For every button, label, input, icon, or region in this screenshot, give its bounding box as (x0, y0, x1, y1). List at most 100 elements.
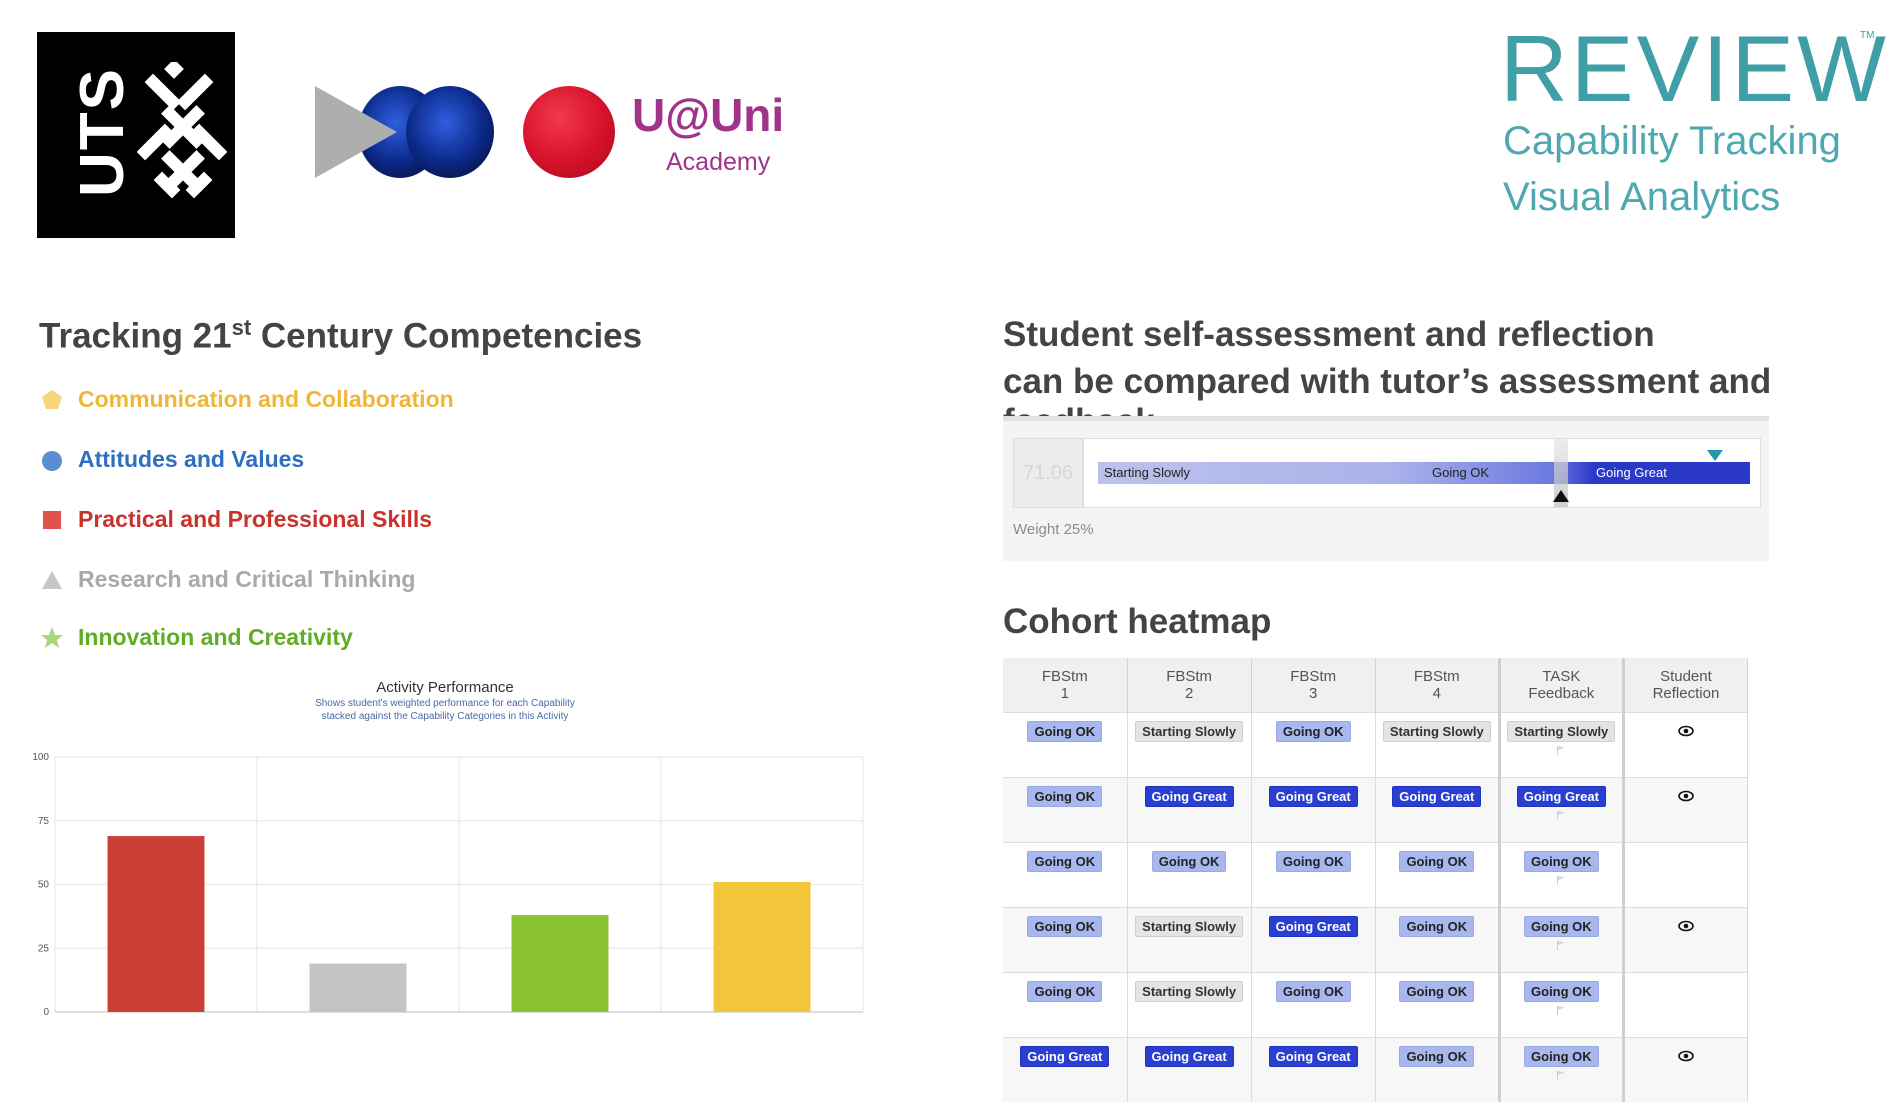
level-badge[interactable]: Going OK (1276, 981, 1351, 1002)
header-line: 4 (1433, 685, 1441, 702)
heatmap-row: Going OK Going OK Going OK Going OK Going OK (1003, 843, 1748, 908)
chart-svg: Activity Performance Shows student's weig… (25, 676, 865, 1016)
level-badge[interactable]: Going Great (1269, 916, 1358, 937)
activity-performance-chart: Activity Performance Shows student's weig… (25, 676, 865, 1016)
level-label-starting: Starting Slowly (1104, 465, 1190, 480)
assessment-slider[interactable]: Starting Slowly Going OK Going Great (1083, 438, 1761, 508)
eye-icon[interactable] (1678, 920, 1694, 932)
header-line: 3 (1309, 685, 1317, 702)
reflection-cell (1623, 1038, 1747, 1102)
heatmap-body: Going OK Starting Slowly Going OK Starting … (1003, 713, 1748, 1102)
level-badge[interactable]: Going OK (1399, 1046, 1474, 1067)
level-badge[interactable]: Going OK (1027, 721, 1102, 742)
heatmap-cell: Going Great (1251, 908, 1375, 973)
header-line: FBStm (1166, 668, 1212, 685)
student-marker-icon[interactable] (1706, 449, 1724, 462)
header-line: Student (1660, 668, 1712, 685)
level-badge[interactable]: Going Great (1269, 1046, 1358, 1067)
level-badge[interactable]: Going OK (1027, 786, 1102, 807)
level-badge[interactable]: Going OK (1027, 981, 1102, 1002)
header-line: FBStm (1414, 668, 1460, 685)
header-line: Reflection (1653, 685, 1720, 702)
bar[interactable] (310, 964, 407, 1012)
flag-icon[interactable] (1556, 940, 1566, 950)
heatmap-cell: Going OK (1375, 843, 1499, 908)
heatmap-cell: Going OK (1251, 713, 1375, 778)
play-logo-icon (315, 86, 495, 178)
heatmap-cell: Going OK (1003, 908, 1127, 973)
heatmap-cell: Going OK (1375, 908, 1499, 973)
heatmap-cell: Going OK (1499, 1038, 1623, 1102)
bar[interactable] (108, 836, 205, 1012)
level-badge[interactable]: Going OK (1027, 916, 1102, 937)
reflection-cell (1623, 713, 1747, 778)
level-badge[interactable]: Going Great (1517, 786, 1606, 807)
level-badge[interactable]: Starting Slowly (1383, 721, 1491, 742)
header-line: FBStm (1290, 668, 1336, 685)
self-assessment-title-line1: Student self-assessment and reflection (1003, 315, 1655, 355)
level-badge[interactable]: Going OK (1399, 851, 1474, 872)
level-badge[interactable]: Going OK (1276, 851, 1351, 872)
legend-label: Innovation and Creativity (78, 624, 353, 651)
y-tick-label: 0 (43, 1007, 49, 1016)
level-badge[interactable]: Going Great (1392, 786, 1481, 807)
flag-icon[interactable] (1556, 1070, 1566, 1080)
level-badge[interactable]: Going Great (1145, 1046, 1234, 1067)
level-badge[interactable]: Going Great (1145, 786, 1234, 807)
level-badge[interactable]: Starting Slowly (1135, 981, 1243, 1002)
level-badge[interactable]: Going OK (1524, 916, 1599, 937)
level-badge[interactable]: Starting Slowly (1135, 916, 1243, 937)
uts-logo: UTS (37, 32, 235, 238)
level-badge[interactable]: Going OK (1399, 981, 1474, 1002)
review-tagline-2: Visual Analytics (1503, 175, 1780, 220)
eye-icon[interactable] (1678, 1050, 1694, 1062)
review-trademark: TM (1860, 30, 1874, 41)
level-badge[interactable]: Going OK (1524, 851, 1599, 872)
bar[interactable] (512, 915, 609, 1012)
legend-item-practical: Practical and Professional Skills (40, 506, 432, 533)
uts-logo-text: UTS (67, 67, 138, 197)
reflection-cell (1623, 778, 1747, 843)
chart-subtitle: Shows student's weighted performance for… (315, 698, 575, 709)
heatmap-row: Going OK Starting Slowly Going OK Going OK G… (1003, 973, 1748, 1038)
heatmap-cell: Going OK (1499, 908, 1623, 973)
chart-title: Activity Performance (376, 679, 514, 696)
uatuni-logo-subtext: Academy (666, 148, 770, 177)
bar[interactable] (714, 882, 811, 1012)
y-tick-label: 25 (38, 943, 50, 954)
level-badge[interactable]: Going OK (1276, 721, 1351, 742)
level-badge[interactable]: Going OK (1152, 851, 1227, 872)
heatmap-cell: Going OK (1499, 973, 1623, 1038)
flag-icon[interactable] (1556, 745, 1566, 755)
flag-icon[interactable] (1556, 810, 1566, 820)
level-badge[interactable]: Going Great (1269, 786, 1358, 807)
level-badge[interactable]: Going OK (1524, 1046, 1599, 1067)
level-badge[interactable]: Starting Slowly (1135, 721, 1243, 742)
eye-icon[interactable] (1678, 790, 1694, 802)
flag-icon[interactable] (1556, 875, 1566, 885)
heatmap-cell: Starting Slowly (1375, 713, 1499, 778)
header-line: Feedback (1528, 685, 1594, 702)
level-badge[interactable]: Going OK (1524, 981, 1599, 1002)
flag-icon[interactable] (1556, 1005, 1566, 1015)
level-badge[interactable]: Going OK (1399, 916, 1474, 937)
uts-crest-icon (137, 62, 227, 202)
heatmap-cell: Going OK (1003, 973, 1127, 1038)
level-badge[interactable]: Going Great (1020, 1046, 1109, 1067)
heatmap-cell: Going OK (1003, 713, 1127, 778)
level-badge[interactable]: Going OK (1027, 851, 1102, 872)
review-tagline-1: Capability Tracking (1503, 119, 1841, 164)
level-badge[interactable]: Starting Slowly (1507, 721, 1615, 742)
eye-icon[interactable] (1678, 725, 1694, 737)
heatmap-row: Going Great Going Great Going Great Going O… (1003, 1038, 1748, 1102)
heatmap-cell: Starting Slowly (1127, 713, 1251, 778)
tutor-marker-icon[interactable] (1552, 489, 1570, 503)
title-superscript: st (232, 315, 252, 340)
